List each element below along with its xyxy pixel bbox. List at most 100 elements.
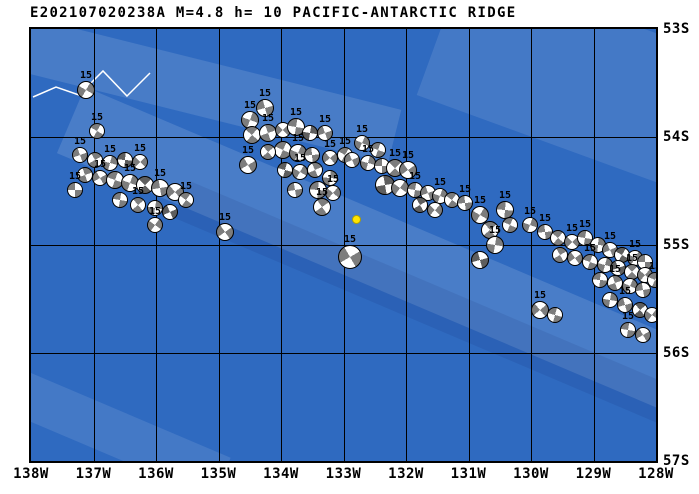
beachball-label: 15 — [458, 184, 472, 195]
beachball-label: 15 — [388, 148, 402, 159]
focal-mechanism-beachball — [412, 197, 428, 213]
focal-mechanism-beachball — [502, 217, 518, 233]
focal-mechanism-beachball: 15 — [582, 243, 598, 270]
beachball-label: 15 — [73, 136, 87, 147]
beachball-label: 15 — [123, 163, 137, 174]
focal-mechanism-beachball: 15 — [486, 225, 504, 254]
focal-mechanism-beachball: 15 — [522, 206, 538, 233]
beachball-label: 15 — [618, 286, 632, 297]
beachball-label: 15 — [153, 168, 167, 179]
beachball-label: 15 — [355, 124, 369, 135]
focal-mechanism-beachball — [302, 125, 318, 141]
focal-mechanism-beachball: 15 — [132, 143, 148, 170]
focal-mechanism-beachball: 15 — [399, 150, 417, 179]
beachball-label: 15 — [148, 206, 162, 217]
beachball-label: 15 — [565, 223, 579, 234]
beachball-label: 15 — [603, 231, 617, 242]
focal-mechanism-beachball — [567, 250, 583, 266]
lon-tick-label: 134W — [263, 466, 299, 482]
focal-mechanism-beachball: 15 — [457, 184, 473, 211]
focal-mechanism-beachball: 15 — [647, 261, 656, 288]
beachball-label: 15 — [473, 195, 487, 206]
focal-mechanism-beachball — [602, 292, 618, 308]
focal-mechanism-beachball — [592, 272, 608, 288]
focal-mechanism-beachball — [471, 251, 489, 269]
focal-mechanism-beachball — [644, 307, 656, 323]
beachball-label: 15 — [93, 159, 107, 170]
focal-mechanism-beachball — [635, 282, 651, 298]
focal-mechanism-beachball: 15 — [72, 136, 88, 163]
focal-mechanism-beachball: 15 — [259, 113, 277, 142]
beachball-label: 15 — [533, 290, 547, 301]
beachball-label: 15 — [608, 264, 622, 275]
focal-mechanism-beachball — [260, 144, 276, 160]
lon-tick-label: 136W — [138, 466, 174, 482]
grid-line-horizontal — [31, 353, 656, 354]
focal-mechanism-beachball: 15 — [322, 139, 338, 166]
beachball-label: 15 — [243, 100, 257, 111]
beachball-label: 15 — [583, 243, 597, 254]
lon-tick-label: 128W — [638, 466, 674, 482]
beachball-label: 15 — [261, 113, 275, 124]
focal-mechanism-beachball: 15 — [239, 145, 257, 174]
lon-tick-label: 135W — [200, 466, 237, 482]
focal-mechanism-beachball — [287, 182, 303, 198]
focal-mechanism-beachball — [370, 142, 386, 158]
figure-title: E202107020238A M=4.8 h= 10 PACIFIC-ANTAR… — [30, 5, 517, 21]
focal-mechanism-beachball — [427, 202, 443, 218]
beachball-label: 15 — [291, 133, 305, 144]
beachball-label: 15 — [498, 190, 512, 201]
beachball-label: 15 — [90, 112, 104, 123]
beachball-label: 15 — [68, 171, 82, 182]
beachball-label: 15 — [625, 253, 639, 264]
beachball-label: 15 — [578, 219, 592, 230]
beachball-label: 15 — [79, 70, 93, 81]
lat-tick-label: 57S — [663, 453, 690, 469]
beachball-label: 15 — [318, 114, 332, 125]
beachball-label: 15 — [523, 206, 537, 217]
beachball-label: 15 — [648, 261, 656, 272]
focal-mechanism-beachball: 15 — [292, 153, 308, 180]
focal-mechanism-beachball — [307, 162, 323, 178]
grid-line-horizontal — [31, 137, 656, 138]
focal-mechanism-beachball — [344, 152, 360, 168]
focal-mechanism-beachball — [552, 247, 568, 263]
beachball-label: 15 — [361, 144, 375, 155]
beachball-label: 15 — [258, 88, 272, 99]
beachball-label: 15 — [323, 139, 337, 150]
lat-tick-label: 55S — [663, 237, 690, 253]
beachball-label: 15 — [343, 234, 357, 245]
focal-mechanism-beachball — [304, 147, 320, 163]
focal-mechanism-beachball: 15 — [77, 70, 95, 99]
beachball-label: 15 — [538, 213, 552, 224]
lat-tick-label: 54S — [663, 129, 690, 145]
focal-mechanism-beachball — [547, 307, 563, 323]
lon-tick-label: 132W — [388, 466, 424, 482]
focal-mechanism-beachball — [635, 327, 651, 343]
beachball-label: 15 — [408, 171, 422, 182]
focal-mechanism-beachball: 15 — [256, 88, 274, 117]
focal-mechanism-beachball: 15 — [67, 171, 83, 198]
focal-mechanism-beachball: 15 — [147, 206, 163, 233]
beachball-label: 15 — [621, 311, 635, 322]
lat-tick-label: 56S — [663, 345, 690, 361]
focal-mechanism-beachball: 15 — [338, 234, 362, 269]
focal-mechanism-beachball: 15 — [607, 264, 623, 291]
focal-mechanism-beachball: 15 — [178, 181, 194, 208]
beachball-label: 15 — [131, 186, 145, 197]
focal-mechanism-beachball: 15 — [620, 311, 636, 338]
beachball-label: 15 — [433, 177, 447, 188]
lon-tick-label: 130W — [513, 466, 549, 482]
beachball-label: 15 — [628, 239, 642, 250]
focal-mechanism-beachball: 15 — [89, 112, 105, 139]
focal-mechanism-beachball: 15 — [216, 212, 234, 241]
lon-tick-label: 129W — [575, 466, 612, 482]
focal-mechanism-beachball: 15 — [130, 186, 146, 213]
lat-tick-label: 53S — [663, 21, 690, 37]
focal-mechanism-beachball: 15 — [313, 187, 331, 216]
lon-tick-label: 137W — [75, 466, 112, 482]
beachball-label: 15 — [326, 174, 340, 185]
beachball-label: 15 — [401, 150, 415, 161]
beachball-label: 15 — [315, 187, 329, 198]
